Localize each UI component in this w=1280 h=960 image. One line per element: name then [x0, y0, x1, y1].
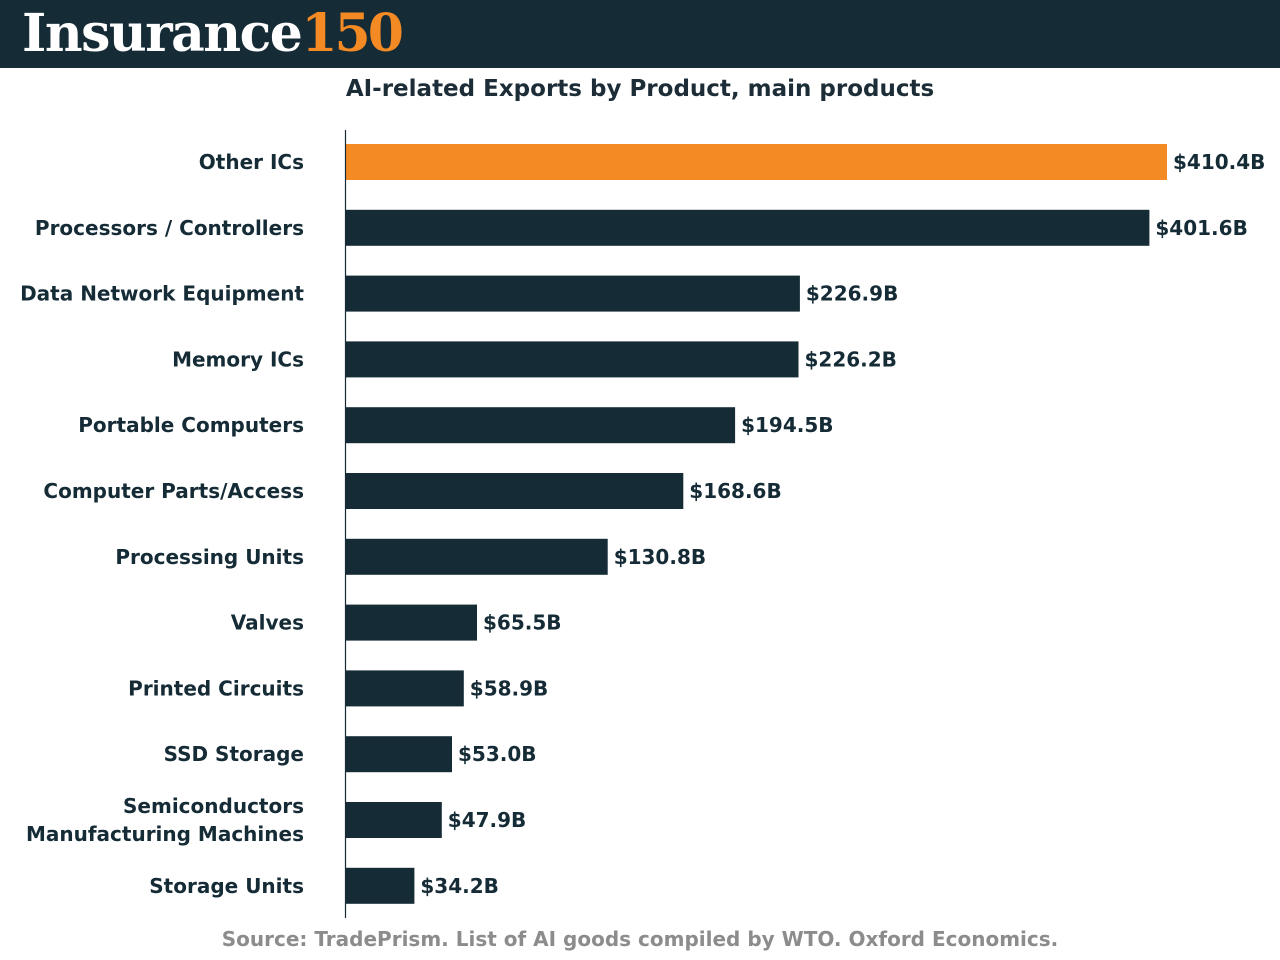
category-label-5-line-0: Computer Parts/Access [43, 479, 304, 503]
bar-6 [346, 538, 608, 575]
bar-10 [346, 802, 442, 838]
category-label-4-line-0: Portable Computers [78, 413, 304, 437]
bar-11 [346, 867, 415, 904]
category-label-3: Memory ICs [172, 347, 304, 371]
data-label-4: $194.5B [741, 413, 833, 437]
bar-3 [346, 341, 799, 378]
data-label-8: $58.9B [470, 676, 549, 700]
chart-title: AI-related Exports by Product, main prod… [345, 76, 935, 102]
category-label-11-line-0: Storage Units [149, 874, 304, 898]
category-label-11: Storage Units [149, 874, 304, 898]
category-label-9-line-0: SSD Storage [164, 742, 304, 766]
data-label-0: $410.4B [1173, 150, 1265, 174]
data-label-1: $401.6B [1155, 216, 1247, 240]
category-label-10-line-1: Manufacturing Machines [26, 822, 304, 846]
category-label-4: Portable Computers [78, 413, 304, 437]
category-label-0-line-0: Other ICs [199, 150, 304, 174]
category-label-1-line-0: Processors / Controllers [35, 216, 304, 240]
source-note: Source: TradePrism. List of AI goods com… [221, 927, 1059, 951]
data-label-5: $168.6B [689, 479, 781, 503]
category-label-6-line-0: Processing Units [115, 545, 304, 569]
bar-8 [346, 670, 464, 707]
bar-1 [346, 209, 1150, 246]
category-label-1: Processors / Controllers [35, 216, 304, 240]
category-label-6: Processing Units [115, 545, 304, 569]
category-label-7-line-0: Valves [231, 611, 304, 635]
data-label-10: $47.9B [448, 808, 527, 832]
bar-0 [346, 144, 1167, 180]
category-label-8: Printed Circuits [128, 676, 304, 700]
data-label-2: $226.9B [806, 282, 898, 306]
header-bar: Insurance150 [0, 0, 1280, 68]
data-label-9: $53.0B [458, 742, 537, 766]
data-label-6: $130.8B [614, 545, 706, 569]
brand-logo-number: 150 [301, 3, 404, 64]
bar-2 [346, 275, 800, 312]
data-label-7: $65.5B [483, 611, 562, 635]
bar-9 [346, 736, 452, 773]
category-label-8-line-0: Printed Circuits [128, 676, 304, 700]
brand-logo-word: Insurance [22, 3, 303, 64]
brand-logo: Insurance150 [22, 2, 404, 66]
category-label-9: SSD Storage [164, 742, 304, 766]
bar-7 [346, 604, 477, 641]
category-label-5: Computer Parts/Access [43, 479, 304, 503]
category-label-0: Other ICs [199, 150, 304, 174]
bar-5 [346, 473, 684, 509]
data-label-11: $34.2B [420, 874, 499, 898]
category-label-10-line-0: Semiconductors [123, 794, 304, 818]
data-label-3: $226.2B [805, 347, 897, 371]
category-label-3-line-0: Memory ICs [172, 347, 304, 371]
bar-4 [346, 407, 736, 444]
category-label-10: Semiconductors Manufacturing Machines [26, 794, 304, 846]
category-label-2: Data Network Equipment [20, 282, 304, 306]
category-label-2-line-0: Data Network Equipment [20, 282, 304, 306]
category-label-7: Valves [231, 611, 304, 635]
